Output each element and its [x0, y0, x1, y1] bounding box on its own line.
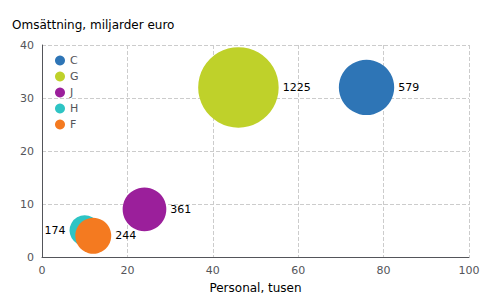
- svg-text:C: C: [70, 54, 78, 67]
- svg-text:361: 361: [170, 203, 191, 216]
- svg-text:0: 0: [39, 264, 46, 277]
- svg-text:0: 0: [27, 251, 34, 264]
- svg-text:1225: 1225: [283, 81, 311, 94]
- svg-text:244: 244: [115, 229, 136, 242]
- svg-text:10: 10: [20, 198, 34, 211]
- svg-text:60: 60: [291, 264, 305, 277]
- svg-text:80: 80: [377, 264, 391, 277]
- svg-text:Omsättning, miljarder euro: Omsättning, miljarder euro: [12, 18, 174, 32]
- svg-text:J: J: [69, 86, 73, 99]
- svg-text:G: G: [70, 70, 79, 83]
- svg-text:40: 40: [206, 264, 220, 277]
- svg-text:20: 20: [120, 264, 134, 277]
- svg-text:F: F: [70, 118, 76, 131]
- svg-text:579: 579: [398, 81, 419, 94]
- svg-text:H: H: [70, 102, 78, 115]
- svg-text:30: 30: [20, 92, 34, 105]
- svg-text:40: 40: [20, 39, 34, 52]
- svg-text:20: 20: [20, 145, 34, 158]
- svg-text:Personal, tusen: Personal, tusen: [209, 281, 301, 295]
- svg-text:174: 174: [45, 224, 66, 237]
- svg-text:100: 100: [459, 264, 480, 277]
